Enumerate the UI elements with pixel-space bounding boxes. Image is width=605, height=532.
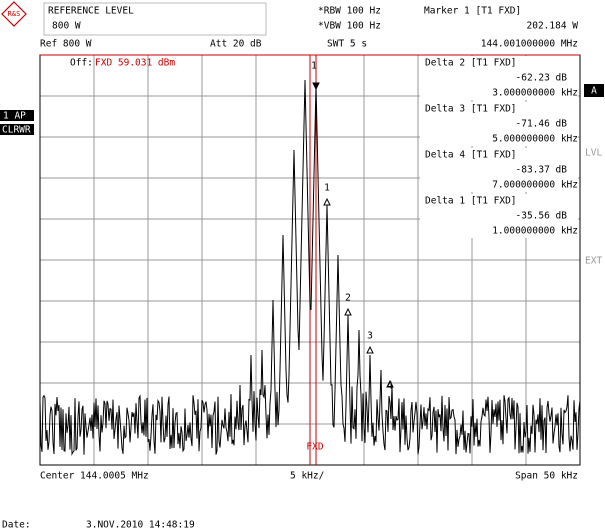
delta-title: Delta 2 [T1 FXD]: [425, 58, 517, 69]
delta-freq: 1.000000000 kHz: [492, 226, 578, 237]
marker-title: Marker 1 [T1 FXD]: [424, 6, 521, 17]
lvl: LVL: [585, 148, 602, 159]
marker-label: 1: [311, 61, 317, 72]
delta-level: -62.23 dB: [516, 73, 568, 84]
trace-a: A: [591, 86, 597, 97]
delta-freq: 7.000000000 kHz: [492, 180, 578, 191]
delta-title: Delta 1 [T1 FXD]: [425, 196, 517, 207]
fxd-label: FXD 59.031 dBm: [95, 58, 175, 69]
fxd-bottom: FXD: [306, 442, 323, 453]
ext: EXT: [585, 256, 602, 267]
marker-symbol: [386, 379, 394, 388]
delta-bg: [420, 56, 578, 100]
trace-mode: 1 AP: [3, 111, 26, 122]
ref-level-value: 800 W: [52, 21, 81, 32]
delta-bg: [420, 102, 578, 146]
delta-title: Delta 3 [T1 FXD]: [425, 104, 517, 115]
center: Center 144.0005 MHz: [40, 471, 149, 482]
delta-bg: [420, 194, 578, 238]
marker-symbol: [323, 197, 331, 206]
rbw: *RBW 100 Hz: [318, 6, 381, 17]
att: Att 20 dB: [210, 39, 262, 50]
offset-label: Off:: [70, 58, 93, 69]
marker-symbol: [344, 307, 352, 316]
marker-symbol: [312, 82, 320, 91]
delta-level: -83.37 dB: [516, 165, 568, 176]
marker-symbol: [366, 345, 374, 354]
ref-level-title: REFERENCE LEVEL: [48, 6, 134, 17]
svg-text:R&S: R&S: [8, 10, 21, 18]
marker-label: 1: [324, 183, 330, 194]
trace-mode-box: [0, 110, 34, 121]
division: 5 kHz/: [290, 471, 324, 482]
delta-list: Delta 2 [T1 FXD] -62.23 dB 3.000000000 kHz…: [420, 56, 578, 238]
span: Span 50 kHz: [515, 471, 578, 482]
clear-write: CLRWR: [2, 125, 31, 136]
frequency: 144.001000000 MHz: [481, 39, 578, 50]
delta-level: -71.46 dB: [516, 119, 568, 130]
marker-label: 3: [367, 331, 373, 342]
marker-value: 202.184 W: [527, 21, 579, 32]
date: 3.NOV.2010 14:48:19: [86, 520, 195, 531]
delta-freq: 3.000000000 kHz: [492, 88, 578, 99]
delta-level: -35.56 dB: [516, 211, 568, 222]
trace-a-box: [584, 84, 604, 97]
date-label: Date:: [2, 520, 31, 531]
delta-title: Delta 4 [T1 FXD]: [425, 150, 517, 161]
swt: SWT 5 s: [327, 39, 367, 50]
delta-bg: [420, 148, 578, 192]
vbw: *VBW 100 Hz: [318, 21, 381, 32]
marker-label: 2: [345, 293, 351, 304]
delta-freq: 5.000000000 kHz: [492, 134, 578, 145]
marker-label: 4: [387, 381, 393, 392]
ref-box: [43, 2, 267, 36]
trace: [39, 79, 581, 456]
markers: 1 1 2 3 4: [311, 61, 394, 392]
clrwr-box: [0, 124, 34, 135]
ref: Ref 800 W: [40, 39, 92, 50]
logo: R&S: [1, 1, 27, 27]
